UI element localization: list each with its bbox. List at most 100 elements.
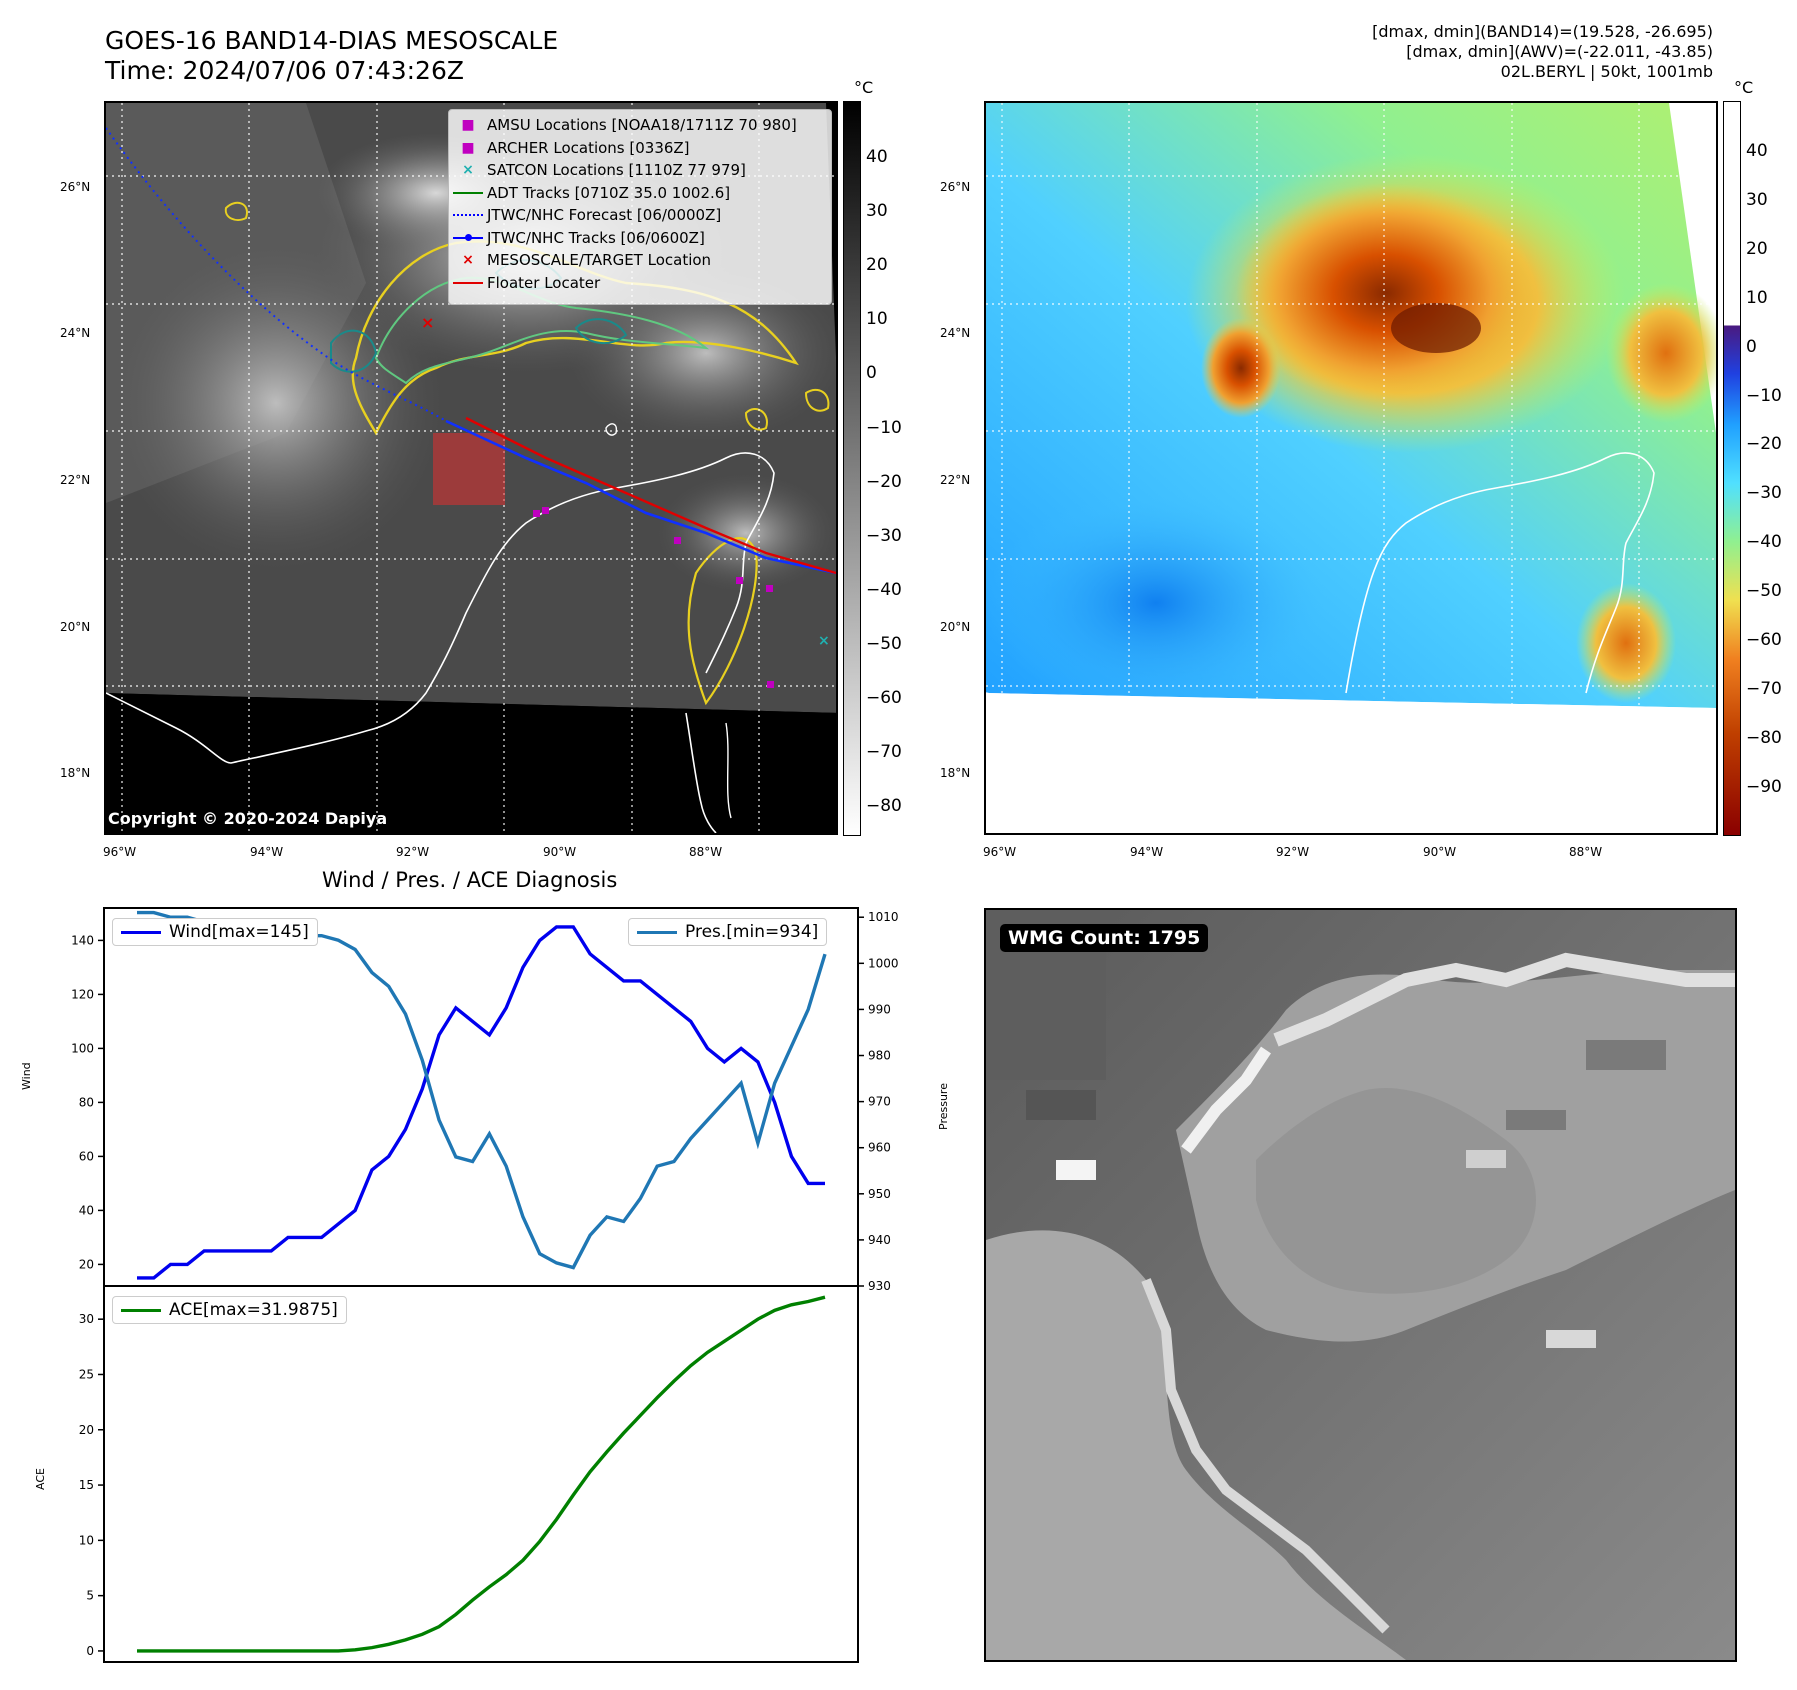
- ace-tick-label: 15: [79, 1478, 94, 1492]
- awv-lat-label-20n: 20°N: [940, 620, 971, 634]
- wind-legend: Wind[max=145]: [112, 918, 318, 946]
- ace-chart: 0 5 10 15 20 25 30: [79, 1285, 859, 1663]
- legend-symbol: ■: [461, 139, 475, 156]
- pressure-tick-label: 960: [868, 1141, 891, 1155]
- ace-legend-line: [121, 1308, 161, 1312]
- pressure-tick-label: 940: [868, 1233, 891, 1247]
- wind-tick-label: 60: [79, 1149, 94, 1163]
- lon-label-96w: 96°W: [103, 845, 137, 859]
- pressure-axis-label: Pressure: [937, 1083, 950, 1130]
- wmg-count-badge: WMG Count: 1795: [1000, 924, 1209, 952]
- left-colorbar-tick: −50: [866, 633, 902, 654]
- pressure-legend-line: [637, 930, 677, 934]
- legend-item: × SATCON Locations [1110Z 77 979]: [449, 159, 831, 182]
- lat-label-26n: 26°N: [60, 180, 91, 194]
- left-colorbar-tick: −10: [866, 417, 902, 438]
- awv-lat-label-24n: 24°N: [940, 326, 971, 340]
- ace-tick-label: 5: [86, 1589, 94, 1603]
- right-colorbar-tick: −60: [1746, 630, 1782, 650]
- wind-tick-label: 40: [79, 1203, 94, 1217]
- right-colorbar-tick: −10: [1746, 385, 1782, 406]
- ace-tick-label: 30: [79, 1312, 94, 1326]
- awv-lon-label-88w: 88°W: [1569, 845, 1603, 859]
- lon-label-90w: 90°W: [543, 845, 577, 859]
- ace-tick-label: 10: [79, 1533, 94, 1547]
- awv-lon-label-92w: 92°W: [1276, 845, 1310, 859]
- svg-text:×: ×: [421, 313, 434, 332]
- wind-tick-label: 20: [79, 1257, 94, 1271]
- pressure-tick-label: 980: [868, 1049, 891, 1063]
- legend-label: JTWC/NHC Forecast [06/0000Z]: [487, 206, 722, 225]
- legend-label: SATCON Locations [1110Z 77 979]: [487, 161, 746, 180]
- left-colorbar-tick: 30: [866, 201, 888, 222]
- pressure-legend-label: Pres.[min=934]: [685, 922, 819, 942]
- awv-map-image: [986, 103, 1716, 833]
- ace-tick-label: 20: [79, 1423, 94, 1437]
- right-colorbar-tick: −40: [1746, 532, 1782, 553]
- legend-symbol: [449, 191, 487, 194]
- awv-lat-label-18n: 18°N: [940, 766, 971, 780]
- legend-item: × MESOSCALE/TARGET Location: [449, 249, 831, 272]
- legend-symbol: ×: [462, 252, 474, 269]
- right-colorbar-tick: 10: [1746, 287, 1768, 308]
- pressure-series-line: [137, 910, 827, 1270]
- legend-label: AMSU Locations [NOAA18/1711Z 70 980]: [487, 116, 797, 135]
- wind-axis-label: Wind: [20, 1062, 33, 1090]
- legend-label: JTWC/NHC Tracks [06/0600Z]: [487, 228, 705, 247]
- info-band14-range: [dmax, dmin](BAND14)=(19.528, -26.695): [1372, 22, 1713, 41]
- lat-label-24n: 24°N: [60, 326, 91, 340]
- right-colorbar-unit: °C: [1734, 78, 1754, 97]
- right-colorbar-tick: −20: [1746, 434, 1782, 455]
- awv-lon-label-96w: 96°W: [983, 845, 1017, 859]
- left-colorbar-tick: −20: [866, 471, 902, 492]
- copyright-text: Copyright © 2020-2024 Dapiya: [108, 809, 388, 828]
- right-colorbar-tick: 0: [1746, 336, 1757, 357]
- legend-item: JTWC/NHC Forecast [06/0000Z]: [449, 204, 831, 227]
- ir-map-panel: × × Copyright © 2020-2024 Dapiya ■ AMSU L…: [104, 101, 838, 835]
- left-colorbar-tick: −60: [866, 688, 902, 708]
- legend-label: MESOSCALE/TARGET Location: [487, 251, 712, 270]
- legend-symbol: [449, 281, 487, 284]
- left-colorbar-tick: 20: [866, 255, 888, 276]
- right-colorbar-tick: 20: [1746, 238, 1768, 259]
- figure-time: Time: 2024/07/06 07:43:26Z: [105, 56, 464, 85]
- legend-symbol: [449, 214, 487, 217]
- figure-title: GOES-16 BAND14-DIAS MESOSCALE: [105, 26, 559, 55]
- pressure-tick-label: 990: [868, 1002, 891, 1016]
- left-colorbar-tick: −30: [866, 525, 902, 546]
- info-awv-range: [dmax, dmin](AWV)=(-22.011, -43.85): [1406, 42, 1713, 61]
- left-colorbar-tick: −40: [866, 579, 902, 600]
- ace-legend: ACE[max=31.9875]: [112, 1296, 347, 1324]
- wind-series-line: [137, 925, 825, 1280]
- pressure-tick-label: 930: [868, 1279, 891, 1293]
- lat-label-20n: 20°N: [60, 620, 91, 634]
- awv-lon-label-94w: 94°W: [1130, 845, 1164, 859]
- left-colorbar-tick: −80: [866, 796, 902, 817]
- awv-lat-label-26n: 26°N: [940, 180, 971, 194]
- legend-item: ADT Tracks [0710Z 35.0 1002.6]: [449, 182, 831, 205]
- pressure-tick-label: 970: [868, 1095, 891, 1109]
- pressure-tick-label: 1000: [868, 956, 899, 970]
- left-colorbar-unit: °C: [854, 78, 874, 97]
- ace-axis-label: ACE: [34, 1468, 47, 1490]
- lat-label-18n: 18°N: [60, 766, 91, 780]
- left-colorbar: [843, 101, 861, 836]
- legend-symbol: [449, 233, 487, 241]
- ace-tick-label: 25: [79, 1367, 94, 1381]
- awv-lon-label-90w: 90°W: [1423, 845, 1457, 859]
- pressure-tick-label: 950: [868, 1187, 891, 1201]
- wmg-panel: WMG Count: 1795: [984, 908, 1737, 1662]
- right-colorbar-tick: −70: [1746, 678, 1782, 699]
- legend-label: Floater Locater: [487, 273, 601, 292]
- svg-text:×: ×: [818, 633, 830, 649]
- info-storm: 02L.BERYL | 50kt, 1001mb: [1500, 62, 1713, 81]
- right-colorbar-tick: −30: [1746, 483, 1782, 504]
- legend-item: Floater Locater: [449, 272, 831, 295]
- left-colorbar-tick: −70: [866, 742, 902, 763]
- ace-tick-label: 0: [86, 1644, 94, 1658]
- legend-label: ARCHER Locations [0336Z]: [487, 138, 690, 157]
- wmg-image: [986, 910, 1735, 1660]
- awv-lat-label-22n: 22°N: [940, 473, 971, 487]
- legend-symbol: ×: [462, 162, 474, 179]
- wind-tick-label: 120: [71, 987, 94, 1001]
